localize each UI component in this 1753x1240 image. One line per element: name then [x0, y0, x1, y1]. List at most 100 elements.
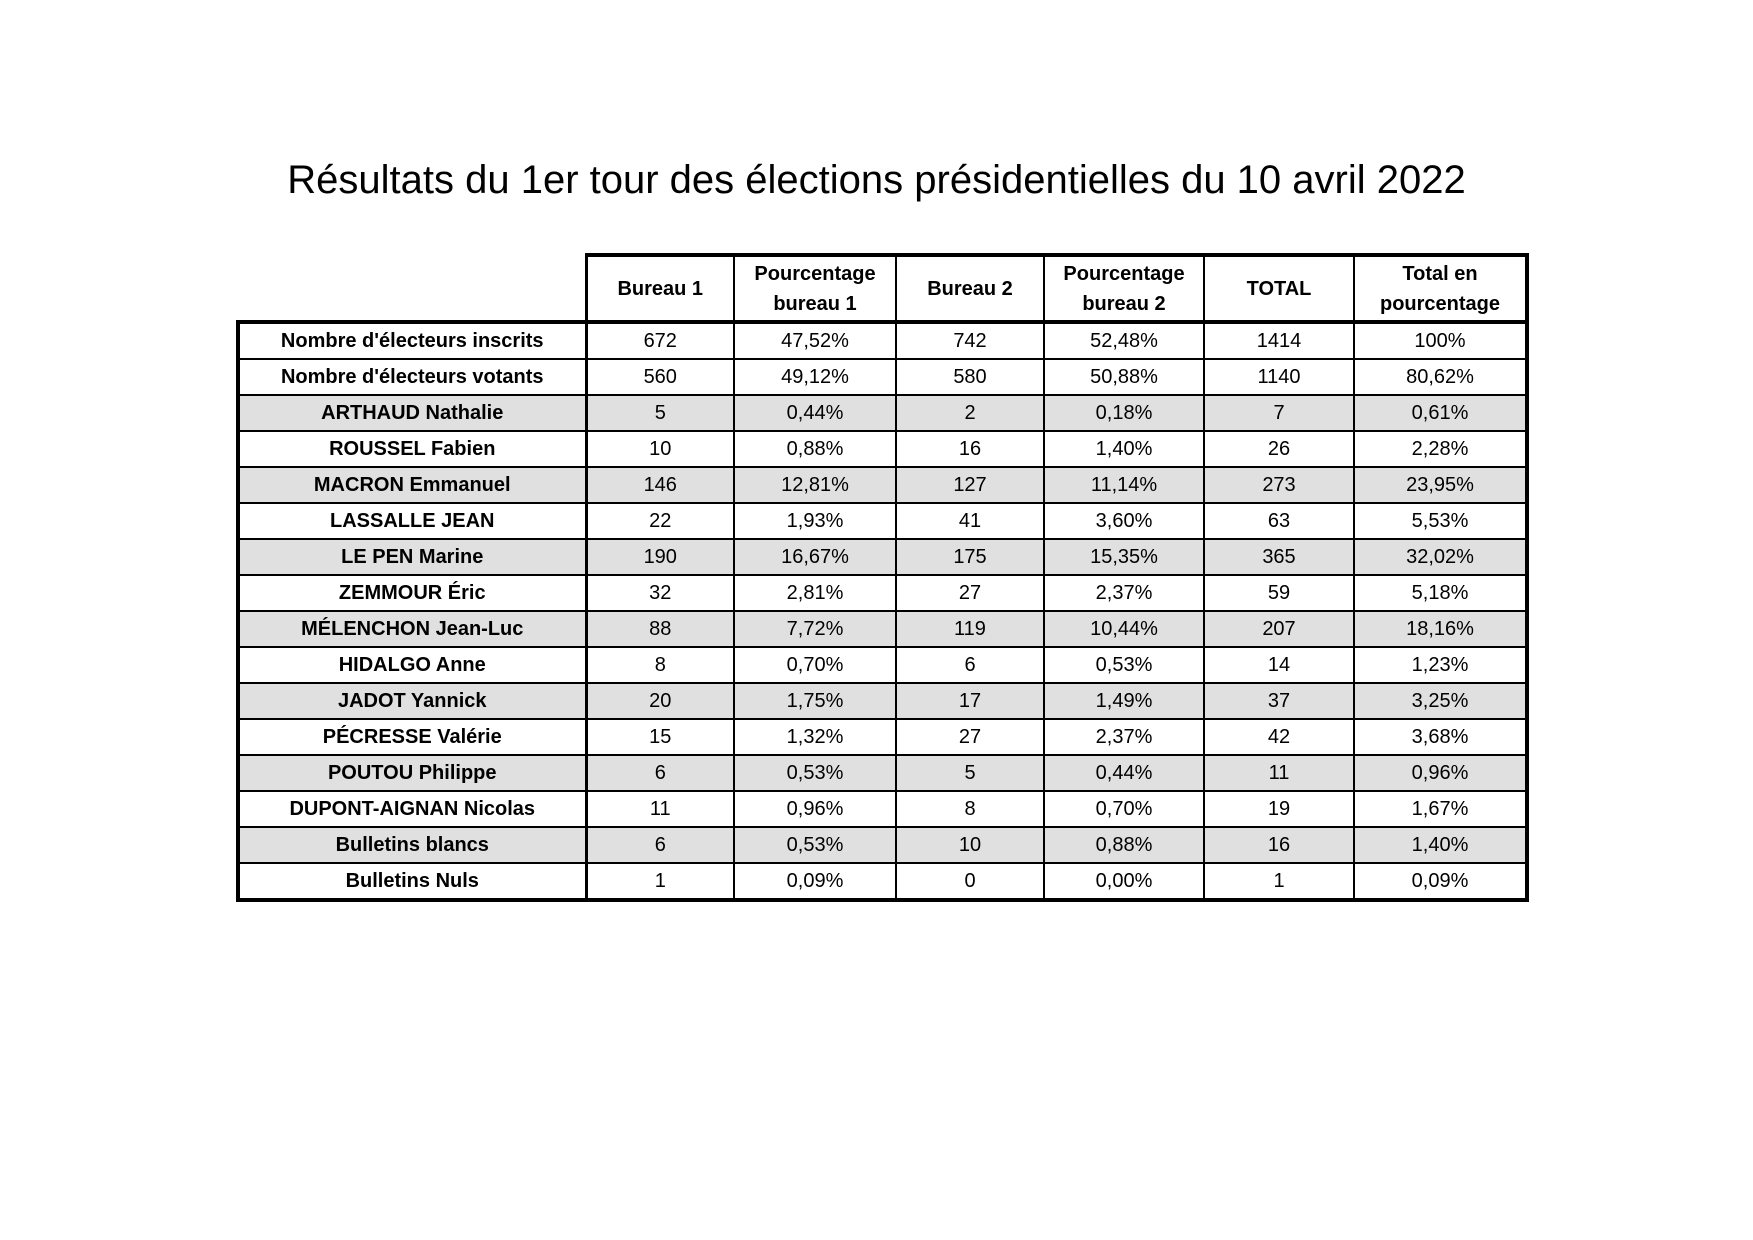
- cell: 1,40%: [1043, 430, 1205, 468]
- cell: 15: [585, 718, 735, 756]
- cell: 0,88%: [733, 430, 897, 468]
- cell: 8: [585, 646, 735, 684]
- cell: 1: [1203, 862, 1355, 902]
- table-row: MACRON Emmanuel 146 12,81% 127 11,14% 273 23,9…: [236, 466, 1529, 504]
- row-label: ROUSSEL Fabien: [236, 430, 588, 468]
- cell: 5: [585, 394, 735, 432]
- blank-cell: [238, 255, 588, 322]
- cell: 23,95%: [1353, 466, 1529, 504]
- cell: 0: [895, 862, 1045, 902]
- cell: 37: [1203, 682, 1355, 720]
- cell: 742: [895, 320, 1045, 360]
- table-row: ZEMMOUR Éric 32 2,81% 27 2,37% 59 5,18%: [236, 574, 1529, 612]
- cell: 27: [895, 718, 1045, 756]
- cell: 146: [585, 466, 735, 504]
- cell: 5,18%: [1353, 574, 1529, 612]
- row-label: Bulletins Nuls: [236, 862, 588, 902]
- cell: 2,81%: [733, 574, 897, 612]
- cell: 7: [1203, 394, 1355, 432]
- cell: 560: [585, 358, 735, 396]
- row-label: Nombre d'électeurs inscrits: [236, 320, 588, 360]
- cell: 0,96%: [733, 790, 897, 828]
- table-row: HIDALGO Anne 8 0,70% 6 0,53% 14 1,23%: [236, 646, 1529, 684]
- cell: 6: [585, 754, 735, 792]
- cell: 175: [895, 538, 1045, 576]
- table-row: LE PEN Marine 190 16,67% 175 15,35% 365 32,02%: [236, 538, 1529, 576]
- header-cell: Pourcentage bureau 2: [1043, 253, 1205, 323]
- row-label: PÉCRESSE Valérie: [236, 718, 588, 756]
- cell: 0,61%: [1353, 394, 1529, 432]
- cell: 15,35%: [1043, 538, 1205, 576]
- cell: 0,18%: [1043, 394, 1205, 432]
- header-cell: Pourcentage bureau 1: [733, 253, 897, 323]
- cell: 3,60%: [1043, 502, 1205, 540]
- cell: 0,88%: [1043, 826, 1205, 864]
- cell: 18,16%: [1353, 610, 1529, 648]
- table-row: JADOT Yannick 20 1,75% 17 1,49% 37 3,25%: [236, 682, 1529, 720]
- table-row: ARTHAUD Nathalie 5 0,44% 2 0,18% 7 0,61%: [236, 394, 1529, 432]
- cell: 3,68%: [1353, 718, 1529, 756]
- cell: 1,40%: [1353, 826, 1529, 864]
- results-table: Bureau 1 Pourcentage bureau 1 Bureau 2 Pour…: [236, 253, 1529, 902]
- cell: 20: [585, 682, 735, 720]
- row-label: Nombre d'électeurs votants: [236, 358, 588, 396]
- cell: 47,52%: [733, 320, 897, 360]
- cell: 207: [1203, 610, 1355, 648]
- row-label: HIDALGO Anne: [236, 646, 588, 684]
- row-label: JADOT Yannick: [236, 682, 588, 720]
- cell: 50,88%: [1043, 358, 1205, 396]
- cell: 273: [1203, 466, 1355, 504]
- cell: 80,62%: [1353, 358, 1529, 396]
- cell: 6: [585, 826, 735, 864]
- table-row: POUTOU Philippe 6 0,53% 5 0,44% 11 0,96%: [236, 754, 1529, 792]
- cell: 22: [585, 502, 735, 540]
- cell: 42: [1203, 718, 1355, 756]
- header-cell: Bureau 1: [585, 253, 735, 323]
- cell: 16: [895, 430, 1045, 468]
- row-label: MACRON Emmanuel: [236, 466, 588, 504]
- cell: 1,67%: [1353, 790, 1529, 828]
- cell: 27: [895, 574, 1045, 612]
- cell: 49,12%: [733, 358, 897, 396]
- cell: 127: [895, 466, 1045, 504]
- cell: 32,02%: [1353, 538, 1529, 576]
- header-cell: Bureau 2: [895, 253, 1045, 323]
- cell: 32: [585, 574, 735, 612]
- cell: 5,53%: [1353, 502, 1529, 540]
- row-label: DUPONT-AIGNAN Nicolas: [236, 790, 588, 828]
- cell: 16: [1203, 826, 1355, 864]
- cell: 16,67%: [733, 538, 897, 576]
- row-label: ARTHAUD Nathalie: [236, 394, 588, 432]
- cell: 0,00%: [1043, 862, 1205, 902]
- cell: 6: [895, 646, 1045, 684]
- cell: 8: [895, 790, 1045, 828]
- cell: 0,44%: [1043, 754, 1205, 792]
- cell: 580: [895, 358, 1045, 396]
- table-row: ROUSSEL Fabien 10 0,88% 16 1,40% 26 2,28%: [236, 430, 1529, 468]
- cell: 59: [1203, 574, 1355, 612]
- cell: 63: [1203, 502, 1355, 540]
- cell: 10: [895, 826, 1045, 864]
- row-label: LE PEN Marine: [236, 538, 588, 576]
- cell: 119: [895, 610, 1045, 648]
- table-row: Nombre d'électeurs inscrits 672 47,52% 742 5…: [236, 320, 1529, 360]
- title: Résultats du 1er tour des élections prés…: [287, 158, 1466, 202]
- table-row: Nombre d'électeurs votants 560 49,12% 580 50…: [236, 358, 1529, 396]
- table-row: PÉCRESSE Valérie 15 1,32% 27 2,37% 42 3,68%: [236, 718, 1529, 756]
- cell: 0,53%: [1043, 646, 1205, 684]
- cell: 1414: [1203, 320, 1355, 360]
- cell: 100%: [1353, 320, 1529, 360]
- cell: 2,28%: [1353, 430, 1529, 468]
- table-row: Bulletins blancs 6 0,53% 10 0,88% 16 1,40%: [236, 826, 1529, 864]
- cell: 1140: [1203, 358, 1355, 396]
- row-label: ZEMMOUR Éric: [236, 574, 588, 612]
- cell: 17: [895, 682, 1045, 720]
- cell: 41: [895, 502, 1045, 540]
- cell: 52,48%: [1043, 320, 1205, 360]
- cell: 0,09%: [1353, 862, 1529, 902]
- cell: 5: [895, 754, 1045, 792]
- cell: 0,53%: [733, 826, 897, 864]
- row-label: POUTOU Philippe: [236, 754, 588, 792]
